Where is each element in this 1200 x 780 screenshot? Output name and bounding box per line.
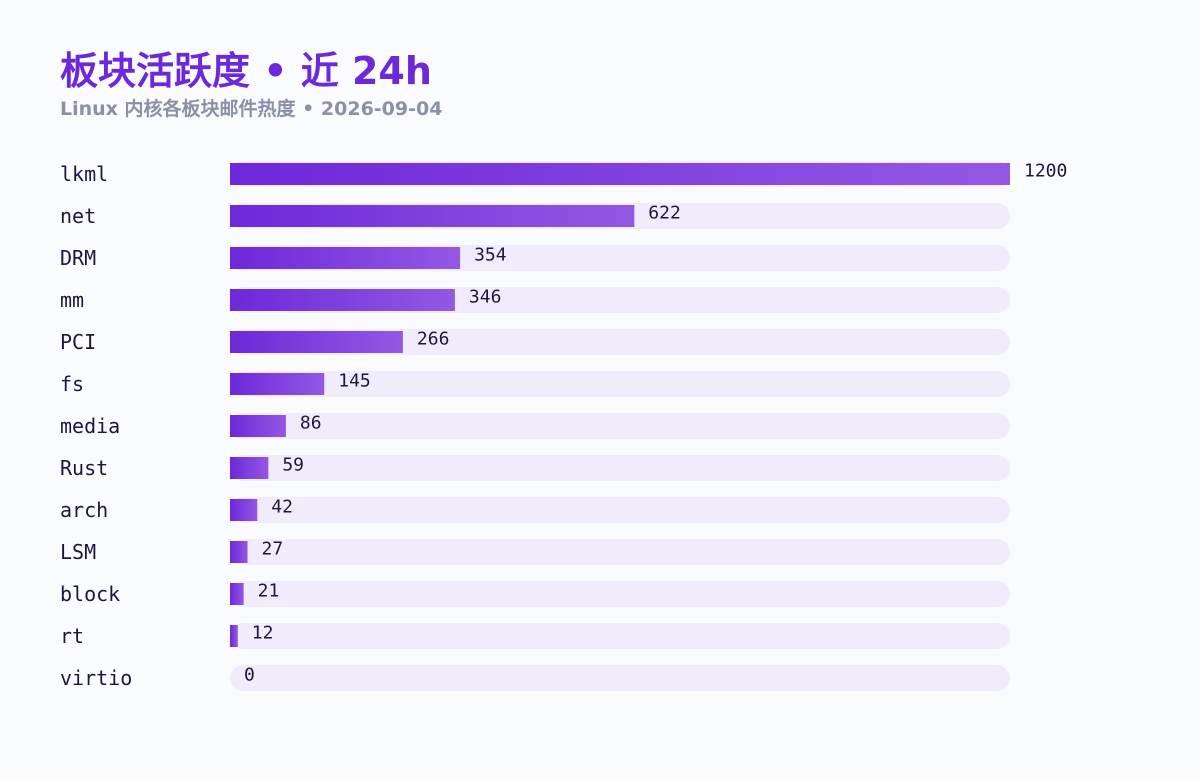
category-label: rt [60, 624, 84, 648]
bar-row: rt 12 [60, 623, 1010, 649]
category-label: media [60, 414, 120, 438]
bar [230, 289, 455, 311]
value-label: 622 [648, 203, 681, 224]
category-label: Rust [60, 456, 108, 480]
category-label: arch [60, 498, 108, 522]
bar [230, 331, 403, 353]
bar-row: virtio 0 [60, 665, 1010, 691]
bar-row: DRM 354 [60, 245, 1010, 271]
bar-track [230, 623, 1010, 649]
value-label: 1200 [1024, 161, 1067, 182]
bar [230, 205, 635, 227]
bar-track [230, 539, 1010, 565]
bar-row: arch 42 [60, 497, 1010, 523]
value-label: 21 [258, 581, 280, 602]
category-label: mm [60, 288, 84, 312]
bar-track [230, 371, 1010, 397]
bar [230, 247, 461, 269]
value-label: 346 [469, 287, 502, 308]
value-label: 12 [252, 623, 274, 644]
bar-track [230, 329, 1010, 355]
value-label: 42 [271, 497, 293, 518]
category-label: virtio [60, 666, 132, 690]
bar [230, 499, 258, 521]
bar-track [230, 413, 1010, 439]
bar [230, 415, 286, 437]
value-label: 0 [244, 665, 255, 686]
value-label: 354 [474, 245, 507, 266]
bar [230, 457, 269, 479]
category-label: block [60, 582, 120, 606]
bar [230, 163, 1010, 185]
bar [230, 541, 248, 563]
bar-row: PCI 266 [60, 329, 1010, 355]
bar-track [230, 665, 1010, 691]
bar-row: lkml 1200 [60, 161, 1067, 187]
value-label: 145 [338, 371, 371, 392]
bar [230, 625, 238, 647]
bar-track [230, 581, 1010, 607]
chart-title: 板块活跃度 • 近 24h [60, 49, 432, 93]
value-label: 86 [300, 413, 322, 434]
bar-row: mm 346 [60, 287, 1010, 313]
bar [230, 373, 325, 395]
category-label: LSM [60, 540, 96, 564]
value-label: 266 [417, 329, 450, 350]
bar-row: Rust 59 [60, 455, 1010, 481]
bar-row: LSM 27 [60, 539, 1010, 565]
bar-row: media 86 [60, 413, 1010, 439]
bar-track [230, 497, 1010, 523]
bar-row: fs 145 [60, 371, 1010, 397]
value-label: 27 [262, 539, 284, 560]
bar-track [230, 455, 1010, 481]
chart-subtitle: Linux 内核各板块邮件热度 • 2026-09-04 [60, 98, 443, 120]
bar-row: net 622 [60, 203, 1010, 229]
category-label: PCI [60, 330, 96, 354]
bar [230, 583, 244, 605]
category-label: lkml [60, 162, 108, 186]
value-label: 59 [282, 455, 304, 476]
category-label: fs [60, 372, 84, 396]
bar-row: block 21 [60, 581, 1010, 607]
category-label: DRM [60, 246, 96, 270]
category-label: net [60, 204, 96, 228]
